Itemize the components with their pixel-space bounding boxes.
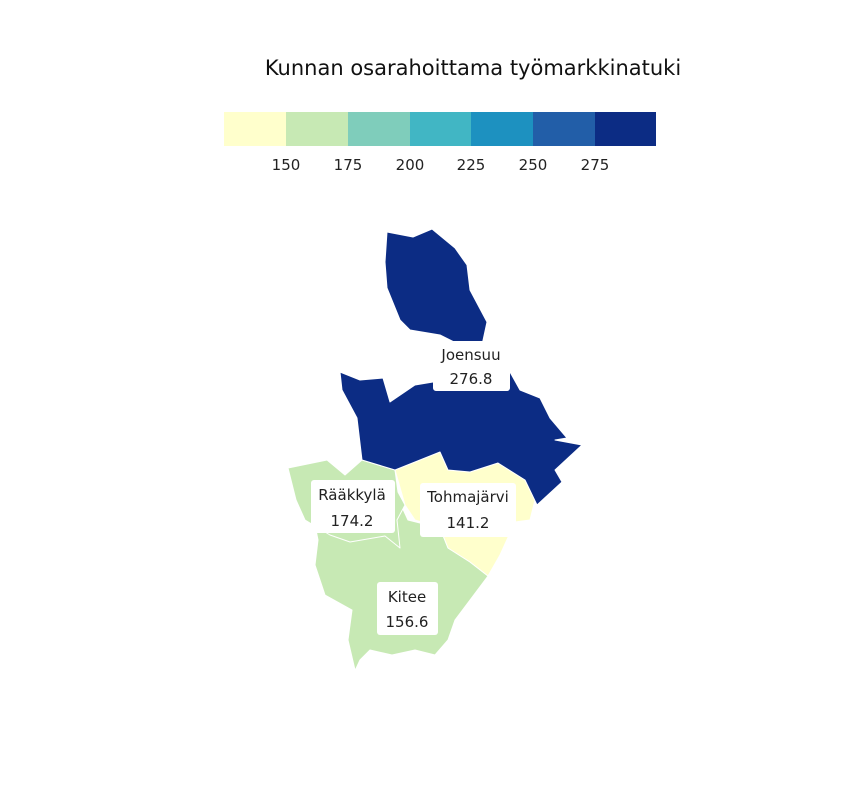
legend-swatch-6 xyxy=(595,112,656,146)
legend-tick: 275 xyxy=(581,156,610,174)
region-labels: Joensuu 276.8 Rääkkylä 174.2 Tohmajärvi … xyxy=(311,341,516,635)
label-kitee: Kitee 156.6 xyxy=(377,582,438,635)
label-value: 174.2 xyxy=(331,512,374,530)
legend-swatch-3 xyxy=(410,112,471,146)
label-box xyxy=(433,341,510,391)
label-value: 141.2 xyxy=(447,514,490,532)
label-name: Tohmajärvi xyxy=(426,488,509,506)
legend-swatch-5 xyxy=(533,112,595,146)
legend-tick: 250 xyxy=(519,156,548,174)
label-box xyxy=(420,483,516,537)
label-value: 276.8 xyxy=(450,370,493,388)
label-raakkyla: Rääkkylä 174.2 xyxy=(311,480,395,533)
legend-tick: 225 xyxy=(457,156,486,174)
label-box xyxy=(311,480,395,533)
legend-swatch-0 xyxy=(224,112,286,146)
label-box xyxy=(377,582,438,635)
legend: 150 175 200 225 250 275 xyxy=(224,112,656,174)
label-name: Joensuu xyxy=(440,346,500,364)
legend-swatch-1 xyxy=(286,112,348,146)
legend-tick: 200 xyxy=(396,156,425,174)
label-joensuu: Joensuu 276.8 xyxy=(433,341,510,391)
legend-swatch-4 xyxy=(471,112,533,146)
label-name: Kitee xyxy=(388,588,426,606)
label-name: Rääkkylä xyxy=(318,486,386,504)
legend-tick: 175 xyxy=(334,156,363,174)
label-tohmajarvi: Tohmajärvi 141.2 xyxy=(420,483,516,537)
legend-tick: 150 xyxy=(272,156,301,174)
map-title: Kunnan osarahoittama työmarkkinatuki xyxy=(264,56,682,80)
legend-swatch-2 xyxy=(348,112,410,146)
label-value: 156.6 xyxy=(386,613,429,631)
